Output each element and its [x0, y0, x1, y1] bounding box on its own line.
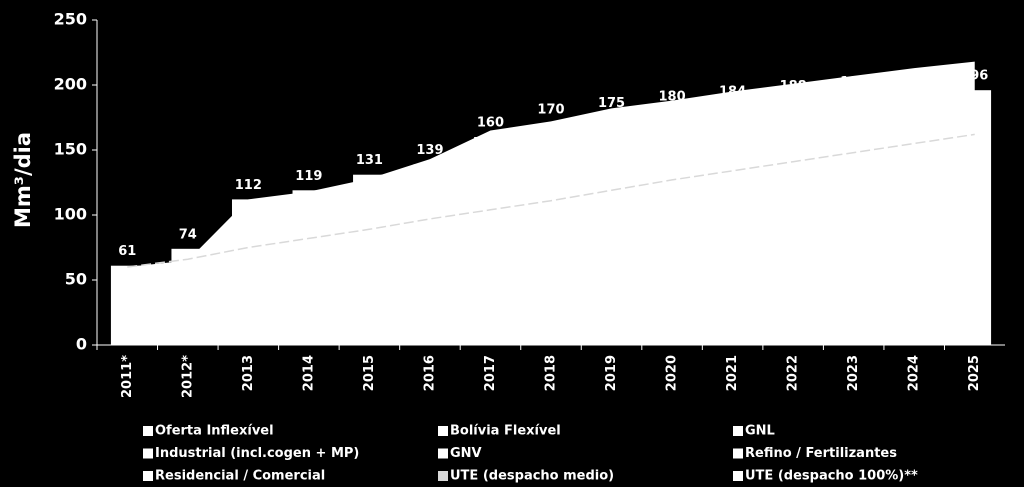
legend-marker	[143, 426, 153, 436]
value-label: 184	[719, 84, 746, 99]
x-tick-label: 2014	[301, 355, 316, 391]
area	[127, 61, 975, 345]
legend-marker	[733, 426, 743, 436]
x-tick-label: 2017	[483, 355, 498, 391]
legend-label: Oferta Inflexível	[155, 424, 274, 439]
legend-marker	[143, 448, 153, 459]
y-tick-label: 50	[65, 270, 87, 289]
legend-marker	[733, 471, 743, 481]
value-label: 191	[840, 75, 867, 90]
x-tick-label: 2018	[544, 355, 559, 391]
value-label: 131	[356, 153, 383, 168]
legend-label: GNV	[450, 446, 482, 461]
x-tick-label: 2022	[786, 355, 801, 391]
y-tick-label: 250	[54, 10, 87, 29]
value-label: 160	[477, 116, 504, 131]
legend-label: Industrial (incl.cogen + MP)	[155, 446, 359, 461]
value-label: 188	[780, 79, 807, 94]
value-label: 170	[537, 103, 564, 118]
x-tick-label: 2023	[846, 355, 861, 391]
legend-label: Refino / Fertilizantes	[745, 446, 897, 461]
legend-marker	[438, 471, 448, 481]
value-label: 112	[235, 178, 262, 193]
y-axis-title: Mm³/dia	[11, 132, 35, 228]
value-label: 180	[658, 90, 685, 105]
legend-marker	[143, 471, 153, 481]
value-label: 119	[295, 169, 322, 184]
y-tick-label: 150	[54, 140, 87, 159]
legend-marker	[733, 448, 743, 459]
legend-label: Residencial / Comercial	[155, 469, 325, 484]
x-tick-label: 2025	[967, 355, 982, 391]
value-label: 175	[598, 96, 625, 111]
x-tick-label: 2024	[907, 355, 922, 391]
legend-label: GNL	[745, 424, 775, 439]
legend-marker	[438, 426, 448, 436]
legend-marker	[438, 448, 448, 459]
value-label: 194	[901, 71, 928, 86]
legend-label: Bolívia Flexível	[450, 424, 561, 439]
value-label: 61	[118, 244, 136, 259]
line	[127, 133, 975, 268]
value-label: 196	[961, 69, 988, 84]
x-tick-label: 2020	[665, 355, 680, 391]
x-tick-label: 2015	[362, 355, 377, 391]
y-tick-label: 100	[54, 205, 87, 224]
x-tick-label: 2021	[725, 355, 740, 391]
x-tick-label: 2012*	[180, 355, 195, 398]
legend-label: UTE (despacho medio)	[450, 469, 614, 484]
x-tick-label: 2013	[241, 355, 256, 391]
x-tick-label: 2019	[604, 355, 619, 391]
value-label: 139	[416, 143, 443, 158]
value-label: 74	[179, 227, 197, 242]
y-tick-label: 0	[76, 335, 87, 354]
legend-label: UTE (despacho 100%)**	[745, 469, 918, 484]
x-tick-label: 2011*	[120, 355, 135, 398]
y-tick-label: 200	[54, 75, 87, 94]
x-tick-label: 2016	[422, 355, 437, 391]
